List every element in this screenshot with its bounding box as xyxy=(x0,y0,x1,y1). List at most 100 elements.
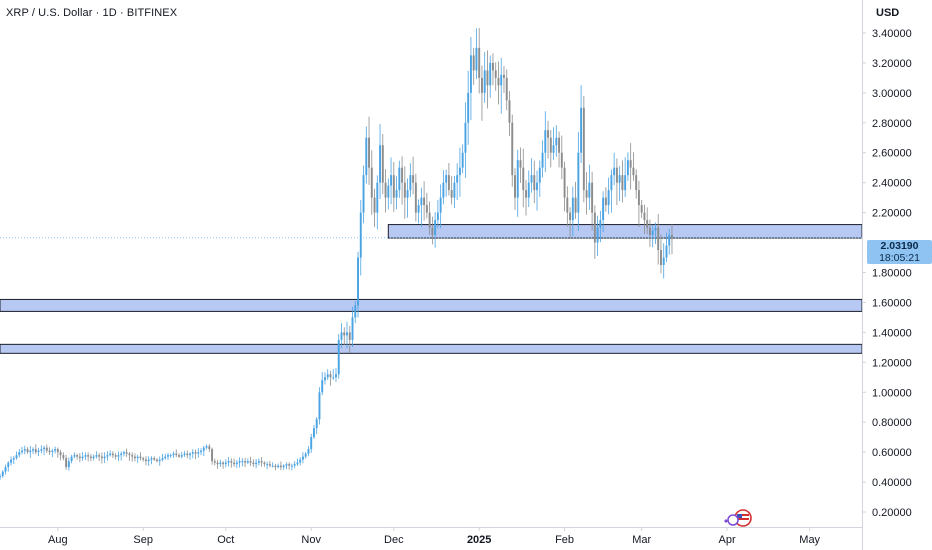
candle xyxy=(538,160,541,197)
candle xyxy=(671,224,673,255)
candle xyxy=(461,144,464,174)
x-tick-label: May xyxy=(799,534,820,546)
candle xyxy=(387,178,390,210)
candle xyxy=(577,131,580,231)
candle xyxy=(293,461,296,469)
symbol-title[interactable]: XRP / U.S. Dollar · 1D · BITFINEX xyxy=(6,7,178,19)
candle xyxy=(139,452,142,461)
candle xyxy=(208,444,211,452)
candle xyxy=(453,175,456,209)
candle xyxy=(492,53,494,86)
candle xyxy=(136,454,139,463)
y-tick-label: 1.80000 xyxy=(872,267,912,279)
y-tick-label: 0.40000 xyxy=(872,477,912,489)
candle xyxy=(599,210,602,243)
candle xyxy=(282,464,285,470)
x-tick-label: Mar xyxy=(632,534,651,546)
time-axis[interactable]: Aug Sep Oct Nov Dec 2025 Feb Mar Apr May xyxy=(48,527,821,546)
candle xyxy=(34,444,37,455)
candle xyxy=(335,368,337,383)
candle xyxy=(602,191,605,233)
candle xyxy=(164,453,167,460)
candle xyxy=(530,158,533,193)
candle xyxy=(351,306,354,348)
candle xyxy=(4,464,7,475)
price-axis[interactable]: 3.40000 3.20000 3.00000 2.80000 2.60000 2.400… xyxy=(862,28,912,519)
candle xyxy=(274,463,277,471)
candle xyxy=(150,456,153,465)
candle xyxy=(547,120,550,159)
candle xyxy=(480,65,483,121)
candle xyxy=(21,446,23,455)
candle xyxy=(224,459,227,468)
y-tick-label: 1.20000 xyxy=(872,357,912,369)
tradingview-news-icon[interactable] xyxy=(718,508,758,528)
x-tick-label: 2025 xyxy=(467,534,491,546)
candle xyxy=(125,448,128,457)
candle xyxy=(310,433,313,453)
candle xyxy=(662,243,665,279)
candle xyxy=(450,176,453,205)
candle xyxy=(1,470,4,478)
candle xyxy=(516,149,519,217)
candle xyxy=(7,461,10,472)
candle xyxy=(464,102,467,178)
candle xyxy=(566,186,569,227)
candle xyxy=(15,451,18,460)
candle xyxy=(431,216,434,245)
candle xyxy=(563,161,566,212)
candle xyxy=(337,334,340,379)
candle xyxy=(624,157,627,198)
currency-label[interactable]: USD xyxy=(876,7,900,19)
candle xyxy=(70,454,73,464)
x-tick-label: Apr xyxy=(718,534,735,546)
zone-1[interactable] xyxy=(387,224,863,239)
candle xyxy=(78,453,81,463)
candle xyxy=(503,66,505,93)
candle xyxy=(445,169,448,197)
candle xyxy=(67,457,70,471)
candle xyxy=(560,135,563,180)
candle xyxy=(175,449,178,458)
zone-3[interactable] xyxy=(0,343,863,354)
candle xyxy=(637,180,640,227)
candle xyxy=(161,454,164,462)
zone-2[interactable] xyxy=(0,298,863,312)
candle xyxy=(373,188,376,228)
candle xyxy=(640,199,643,218)
candle xyxy=(211,447,214,465)
candle xyxy=(81,452,84,461)
candle xyxy=(260,457,263,467)
candle xyxy=(89,453,92,462)
candle xyxy=(84,452,87,461)
candle xyxy=(591,171,594,231)
candle xyxy=(525,179,527,216)
candle xyxy=(580,85,583,164)
candle xyxy=(26,447,29,454)
candle xyxy=(128,451,131,461)
candle xyxy=(120,451,123,461)
candle xyxy=(244,457,247,468)
candle xyxy=(92,454,95,461)
candle xyxy=(500,57,503,114)
candle xyxy=(230,458,233,468)
candle xyxy=(312,424,315,439)
candle xyxy=(585,172,588,215)
candle xyxy=(65,454,68,470)
y-tick-label: 3.00000 xyxy=(872,88,912,100)
candle xyxy=(552,127,555,160)
candle xyxy=(315,417,318,435)
candle xyxy=(73,452,76,459)
candle xyxy=(654,222,657,245)
candle xyxy=(10,456,12,466)
candle xyxy=(607,177,610,215)
candle xyxy=(357,251,359,318)
candle xyxy=(514,168,516,210)
candle xyxy=(271,462,274,468)
candle xyxy=(497,61,500,105)
candle xyxy=(541,140,544,178)
candle xyxy=(354,301,357,324)
candle xyxy=(241,458,244,467)
y-tick-label: 0.80000 xyxy=(872,417,912,429)
